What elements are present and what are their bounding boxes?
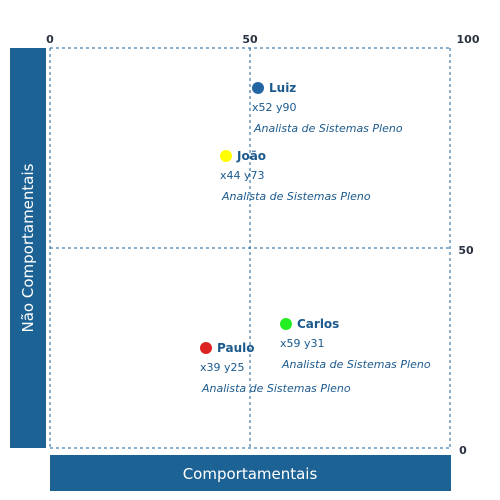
point-name-label: João xyxy=(236,149,266,163)
data-point[interactable]: Luiz x52 y90 Analista de Sistemas Pleno xyxy=(252,81,403,135)
point-marker[interactable] xyxy=(220,150,232,162)
point-marker[interactable] xyxy=(200,342,212,354)
plot-grid xyxy=(49,47,451,449)
point-marker[interactable] xyxy=(252,82,264,94)
x-tick-label: 50 xyxy=(242,33,258,46)
point-name-label: Luiz xyxy=(269,81,296,95)
point-name-label: Paulo xyxy=(217,341,254,355)
data-point[interactable]: João x44 y73 Analista de Sistemas Pleno xyxy=(220,149,371,203)
point-marker[interactable] xyxy=(280,318,292,330)
point-role-label: Analista de Sistemas Pleno xyxy=(253,122,403,135)
x-axis-title: Comportamentais xyxy=(183,465,318,483)
point-coord-label: x52 y90 xyxy=(252,101,297,114)
point-role-label: Analista de Sistemas Pleno xyxy=(221,190,371,203)
x-tick-label: 100 xyxy=(457,33,480,46)
data-point[interactable]: Paulo x39 y25 Analista de Sistemas Pleno xyxy=(200,341,351,395)
point-name-label: Carlos xyxy=(297,317,339,331)
y-tick-label: 0 xyxy=(459,444,467,457)
y-axis-bar xyxy=(10,48,46,448)
y-axis-title: Não Comportamentais xyxy=(19,163,37,332)
point-role-label: Analista de Sistemas Pleno xyxy=(281,358,431,371)
y-tick-label: 50 xyxy=(458,244,474,257)
data-point[interactable]: Carlos x59 y31 Analista de Sistemas Pleno xyxy=(280,317,431,371)
point-coord-label: x44 y73 xyxy=(220,169,265,182)
point-coord-label: x39 y25 xyxy=(200,361,245,374)
x-axis-bar xyxy=(50,455,451,491)
x-tick-label: 0 xyxy=(46,33,54,46)
point-coord-label: x59 y31 xyxy=(280,337,325,350)
point-role-label: Analista de Sistemas Pleno xyxy=(201,382,351,395)
